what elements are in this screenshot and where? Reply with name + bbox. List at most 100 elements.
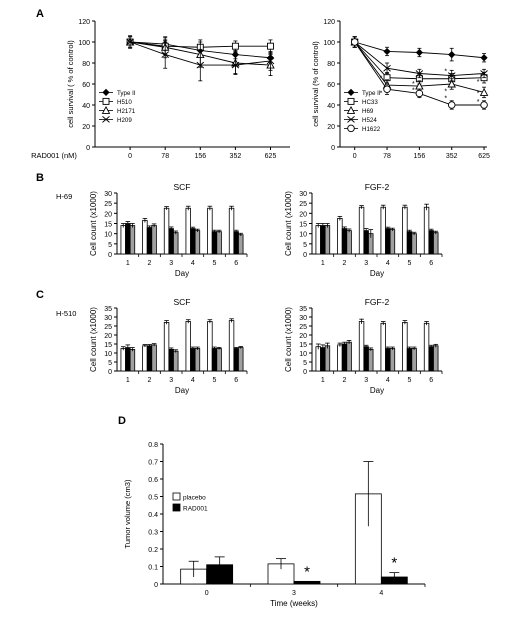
bar-s1-0 <box>125 223 131 255</box>
legend-label: H524 <box>362 117 377 124</box>
x-axis-title: Day <box>175 269 189 278</box>
x-axis-title: Day <box>370 386 384 395</box>
y-tick-label: 30 <box>299 191 307 198</box>
data-point-s4-4 <box>480 101 488 109</box>
data-point-s3-0 <box>126 38 134 46</box>
legend-swatch <box>172 503 181 512</box>
data-point-s3-4 <box>266 57 275 65</box>
y-tick-label: 0.3 <box>148 530 158 537</box>
chart-tumor-volume: 0 0.1 0.2 0.3 0.4 0.5 0.6 0.7 0.8 0 3 4 Tumor volume… <box>123 442 426 608</box>
x-tick-label: 3 <box>169 377 173 384</box>
significance-asterisk: * <box>304 563 310 580</box>
significance-asterisk: * <box>412 87 415 94</box>
y-tick-label: 30 <box>104 191 112 198</box>
y-tick-label: 20 <box>299 333 307 340</box>
bar-s1-2 <box>168 228 174 255</box>
legend-marker <box>347 124 355 133</box>
x-tick-label: 78 <box>383 153 391 160</box>
data-point-s0-3 <box>448 51 456 59</box>
panel-label-c: C <box>36 289 44 301</box>
legend-label: H510 <box>117 99 132 106</box>
bar-s2-4 <box>216 348 222 372</box>
bar-s0-3 <box>185 321 191 372</box>
legend-marker <box>347 116 355 123</box>
x-axis-title: Day <box>370 269 384 278</box>
data-point-s4-3 <box>447 101 456 109</box>
bar-s1-1 <box>341 228 348 255</box>
x-tick-label: 5 <box>213 377 217 384</box>
y-tick-label: 15 <box>104 222 112 229</box>
data-point-s4-1 <box>383 85 391 93</box>
y-tick-label: 0.1 <box>148 565 158 572</box>
x-tick-label: 2 <box>148 377 152 384</box>
y-tick-label: 0 <box>303 252 307 259</box>
significance-asterisk: * <box>477 99 480 106</box>
bar-s2-1 <box>151 344 157 372</box>
x-tick-label: 3 <box>292 590 296 597</box>
data-point-s3-1 <box>383 64 391 72</box>
cell-line-tag: H-69 <box>56 192 72 201</box>
bar-s2-0 <box>324 345 331 372</box>
x-tick-label: 6 <box>234 260 238 267</box>
y-tick-label: 15 <box>104 342 112 349</box>
y-tick-label: 0 <box>154 582 158 589</box>
legend-label: H69 <box>362 108 374 115</box>
legend-marker <box>102 88 110 96</box>
legend-marker <box>101 105 111 114</box>
y-axis-title: Tumor volume (cm3) <box>123 479 132 548</box>
bar-s0-5 <box>228 320 235 372</box>
bar-s0-2 <box>358 321 365 372</box>
panel-label-b: B <box>36 172 44 184</box>
y-tick-label: 35 <box>299 306 307 313</box>
legend-marker <box>102 97 110 105</box>
x-tick-label: 5 <box>408 260 412 267</box>
bar-s0-5 <box>423 206 430 255</box>
data-point-s1-4 <box>267 42 274 50</box>
bar-s0-0 <box>315 225 321 255</box>
y-tick-label: 120 <box>323 19 335 26</box>
bar-s0-5 <box>228 207 235 255</box>
y-tick-label: 10 <box>104 232 112 239</box>
y-tick-label: 0.6 <box>148 477 158 484</box>
data-point-s3-3 <box>447 72 456 79</box>
bar-s2-3 <box>389 229 396 255</box>
chart-title: FGF-2 <box>365 297 390 307</box>
bar-s0-5 <box>423 322 430 372</box>
bar-s1-4 <box>406 348 413 372</box>
bar-s0-2 <box>163 321 170 372</box>
x-tick-label: 1 <box>321 260 325 267</box>
bar-s0-3 <box>380 322 386 372</box>
significance-asterisk: * <box>477 90 480 97</box>
y-tick-label: 100 <box>323 40 335 47</box>
x-tick-label: 6 <box>429 260 433 267</box>
y-tick-label: 100 <box>78 40 90 47</box>
data-point-s3-3 <box>231 61 240 69</box>
x-tick-label: 2 <box>343 260 347 267</box>
chart-title: SCF <box>174 297 191 307</box>
bar-s2-0 <box>129 225 136 255</box>
bar-s2-5 <box>433 232 439 255</box>
panel-label-d: D <box>118 415 126 427</box>
x-tick-label: 3 <box>364 377 368 384</box>
x-tick-label: 1 <box>321 377 325 384</box>
data-point-s3-4 <box>480 70 488 77</box>
data-point-s0-4 <box>480 54 488 62</box>
y-tick-label: 25 <box>104 324 112 331</box>
legend-marker <box>102 116 110 123</box>
x-tick-label: 156 <box>194 153 206 160</box>
y-axis-title: Cell count (x1000) <box>89 307 98 372</box>
chart-survival-right: 0 20 40 60 80 100 120 0 78 156 352 625 cell survival… <box>311 19 490 160</box>
bar-s0-0 <box>120 225 126 255</box>
legend-swatch <box>172 492 181 501</box>
y-tick-label: 5 <box>303 242 307 249</box>
bar-s0-4 <box>207 321 213 372</box>
x-tick-label: 1 <box>126 260 130 267</box>
chart-title: SCF <box>174 182 191 192</box>
chart-h510-scf: 0 5 10 15 20 25 30 35 1 2 3 4 5 6 Cell count (x1000) Da… <box>56 297 248 395</box>
data-point-s4-0 <box>350 38 359 46</box>
y-axis-title: cell survival ( % of control) <box>66 40 75 128</box>
x-axis-title: Time (weeks) <box>270 599 318 608</box>
x-tick-label: 3 <box>364 260 368 267</box>
bar-s2-0 <box>129 348 136 372</box>
y-tick-label: 40 <box>82 103 90 110</box>
